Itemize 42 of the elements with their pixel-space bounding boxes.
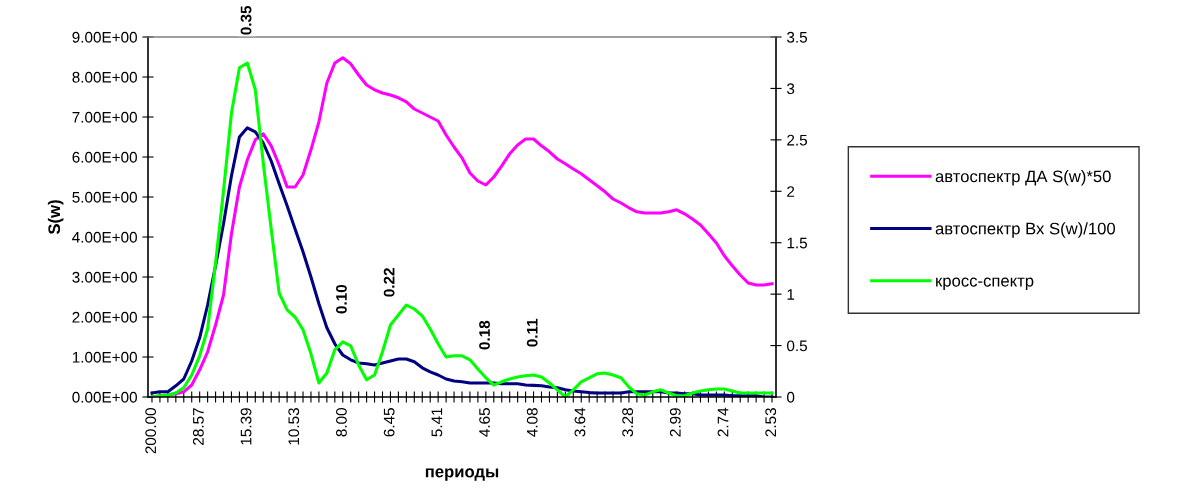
x-tick-label: 8.00 — [336, 408, 347, 437]
x-axis-title: периоды — [425, 468, 499, 481]
annotation: 0.22 — [383, 268, 395, 297]
annotation: 0.35 — [240, 5, 252, 35]
y-tick-label: 8.00E+00 — [72, 71, 137, 83]
legend-label: автоспектр ДА S(w)*50 — [935, 170, 1111, 186]
x-tick-label: 2.99 — [669, 408, 681, 437]
y-tick-label: 7.00E+00 — [72, 111, 137, 123]
x-tick-label: 15.39 — [240, 408, 252, 445]
x-tick-label: 10.53 — [288, 408, 300, 445]
x-tick-label: 2.74 — [717, 407, 729, 437]
y-tick-label: 5.00E+00 — [72, 191, 137, 203]
y2-tick-label: 0 — [787, 391, 795, 403]
y2-tick-label: 3 — [787, 83, 795, 95]
legend-label: автоспектр Вх S(w)/100 — [935, 222, 1116, 238]
x-tick-label: 28.57 — [192, 408, 204, 445]
x-tick-label: 6.45 — [383, 408, 395, 437]
x-tick-label: 3.64 — [574, 407, 586, 437]
y2-tick-label: 3.5 — [787, 31, 808, 43]
y-tick-label: 9.00E+00 — [72, 31, 137, 43]
annotation: 0.18 — [479, 320, 490, 350]
annotation: 0.10 — [336, 284, 347, 314]
y2-tick-label: 0.5 — [787, 340, 808, 352]
y-tick-label: 2.00E+00 — [72, 311, 137, 323]
x-tick-label: 200.00 — [145, 408, 157, 454]
x-tick-label: 4.08 — [526, 408, 538, 437]
y-tick-label: 0.00E+00 — [72, 391, 137, 403]
y-tick-label: 1.00E+00 — [72, 351, 137, 363]
y-tick-label: 6.00E+00 — [72, 151, 137, 163]
y-axis-title: S(w) — [47, 200, 64, 235]
y-tick-label: 4.00E+00 — [72, 231, 137, 243]
y2-tick-label: 2 — [787, 186, 795, 197]
x-tick-label: 2.53 — [765, 408, 777, 437]
x-tick-label: 5.41 — [431, 408, 443, 437]
x-tick-label: 4.65 — [479, 408, 490, 437]
x-tick-label: 3.28 — [622, 408, 634, 437]
legend-label: кросс-спектр — [936, 277, 1034, 290]
y-tick-label: 3.00E+00 — [72, 271, 137, 283]
y2-tick-label: 2.5 — [787, 134, 808, 146]
y2-tick-label: 1 — [787, 289, 795, 300]
annotation: 0.11 — [526, 318, 538, 347]
y2-tick-label: 1.5 — [787, 237, 808, 249]
